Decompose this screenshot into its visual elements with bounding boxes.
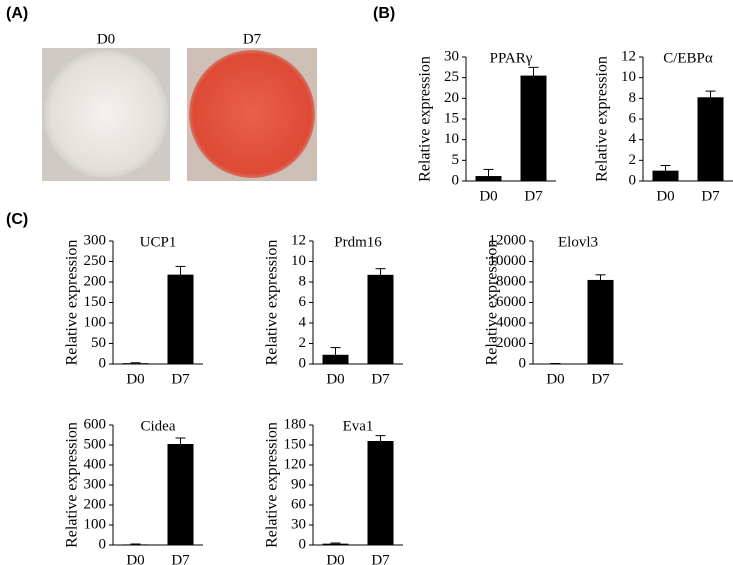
dish-d0 bbox=[44, 50, 168, 178]
y-axis-label: Relative expression bbox=[64, 240, 81, 366]
y-tick-label: 0 bbox=[99, 355, 107, 371]
y-tick-label: 25 bbox=[444, 69, 459, 85]
chart-title: Cidea bbox=[141, 418, 176, 434]
x-tick-label: D0 bbox=[479, 188, 497, 204]
y-tick-label: 200 bbox=[84, 273, 107, 289]
y-tick-label: 2000 bbox=[496, 335, 526, 351]
y-tick-label: 10000 bbox=[489, 253, 527, 269]
x-tick-label: D7 bbox=[591, 371, 610, 387]
y-tick-label: 10 bbox=[444, 131, 459, 147]
image-label: D7 bbox=[243, 31, 262, 47]
bar bbox=[588, 280, 614, 364]
y-tick-label: 2 bbox=[629, 152, 637, 168]
bar bbox=[521, 76, 547, 181]
y-tick-label: 300 bbox=[84, 232, 107, 248]
y-tick-label: 6 bbox=[629, 110, 637, 126]
y-tick-label: 150 bbox=[84, 294, 107, 310]
y-tick-label: 60 bbox=[291, 496, 306, 512]
image-label: D0 bbox=[97, 31, 115, 47]
panel-label: (B) bbox=[373, 5, 395, 22]
y-tick-label: 20 bbox=[444, 90, 459, 106]
y-axis-label: Relative expression bbox=[417, 56, 434, 182]
dish-d7 bbox=[189, 50, 315, 178]
y-tick-label: 4 bbox=[629, 131, 637, 147]
x-tick-label: D7 bbox=[524, 188, 543, 204]
chart-title: Elovl3 bbox=[558, 234, 598, 250]
y-tick-label: 100 bbox=[84, 516, 107, 532]
chart-title: Eva1 bbox=[343, 418, 374, 434]
y-tick-label: 500 bbox=[84, 436, 107, 452]
x-tick-label: D7 bbox=[371, 552, 390, 565]
y-axis-label: Relative expression bbox=[594, 56, 611, 182]
bar bbox=[323, 355, 349, 364]
y-tick-label: 150 bbox=[284, 436, 307, 452]
y-tick-label: 4 bbox=[299, 314, 307, 330]
y-tick-label: 90 bbox=[291, 476, 306, 492]
y-tick-label: 6 bbox=[299, 294, 307, 310]
y-tick-label: 8 bbox=[629, 90, 637, 106]
y-tick-label: 50 bbox=[91, 335, 106, 351]
y-tick-label: 12 bbox=[621, 48, 636, 64]
y-axis-label: Relative expression bbox=[264, 422, 281, 548]
bar bbox=[476, 176, 502, 181]
x-tick-label: D7 bbox=[171, 552, 190, 565]
y-tick-label: 600 bbox=[84, 416, 107, 432]
chart-title: UCP1 bbox=[140, 234, 177, 250]
y-tick-label: 5 bbox=[452, 152, 460, 168]
y-tick-label: 100 bbox=[84, 314, 107, 330]
x-tick-label: D0 bbox=[126, 371, 144, 387]
y-tick-label: 12000 bbox=[489, 232, 527, 248]
chart-title: C/EBPα bbox=[663, 50, 713, 66]
y-tick-label: 8000 bbox=[496, 273, 526, 289]
y-tick-label: 400 bbox=[84, 456, 107, 472]
y-tick-label: 0 bbox=[99, 536, 107, 552]
x-tick-label: D7 bbox=[171, 371, 190, 387]
chart-title: Prdm16 bbox=[334, 234, 382, 250]
y-tick-label: 0 bbox=[299, 536, 307, 552]
bar bbox=[323, 544, 349, 545]
y-axis-label: Relative expression bbox=[64, 422, 81, 548]
y-tick-label: 250 bbox=[84, 253, 107, 269]
x-tick-label: D0 bbox=[126, 552, 144, 565]
x-tick-label: D0 bbox=[326, 552, 344, 565]
y-tick-label: 0 bbox=[629, 172, 637, 188]
y-tick-label: 10 bbox=[291, 253, 306, 269]
y-tick-label: 300 bbox=[84, 476, 107, 492]
y-tick-label: 0 bbox=[519, 355, 527, 371]
y-tick-label: 15 bbox=[444, 110, 459, 126]
x-tick-label: D0 bbox=[656, 188, 674, 204]
y-tick-label: 2 bbox=[299, 335, 307, 351]
x-tick-label: D7 bbox=[371, 371, 390, 387]
bar bbox=[653, 171, 679, 181]
y-tick-label: 8 bbox=[299, 273, 307, 289]
y-tick-label: 180 bbox=[284, 416, 307, 432]
y-tick-label: 200 bbox=[84, 496, 107, 512]
y-tick-label: 0 bbox=[299, 355, 307, 371]
y-tick-label: 30 bbox=[291, 516, 306, 532]
chart-title: PPARγ bbox=[490, 50, 533, 66]
panel-label: (C) bbox=[6, 211, 28, 228]
bar bbox=[368, 441, 394, 545]
y-tick-label: 6000 bbox=[496, 294, 526, 310]
panel-label: (A) bbox=[6, 5, 28, 22]
x-tick-label: D0 bbox=[546, 371, 564, 387]
bar bbox=[368, 275, 394, 364]
x-tick-label: D0 bbox=[326, 371, 344, 387]
y-tick-label: 30 bbox=[444, 48, 459, 64]
bar bbox=[168, 444, 194, 545]
bar bbox=[168, 275, 194, 364]
y-tick-label: 10 bbox=[621, 69, 636, 85]
y-tick-label: 4000 bbox=[496, 314, 526, 330]
y-axis-label: Relative expression bbox=[264, 240, 281, 366]
y-tick-label: 12 bbox=[291, 232, 306, 248]
y-tick-label: 120 bbox=[284, 456, 307, 472]
bar bbox=[698, 97, 724, 181]
bar bbox=[123, 363, 149, 364]
y-tick-label: 0 bbox=[452, 172, 460, 188]
x-tick-label: D7 bbox=[701, 188, 720, 204]
